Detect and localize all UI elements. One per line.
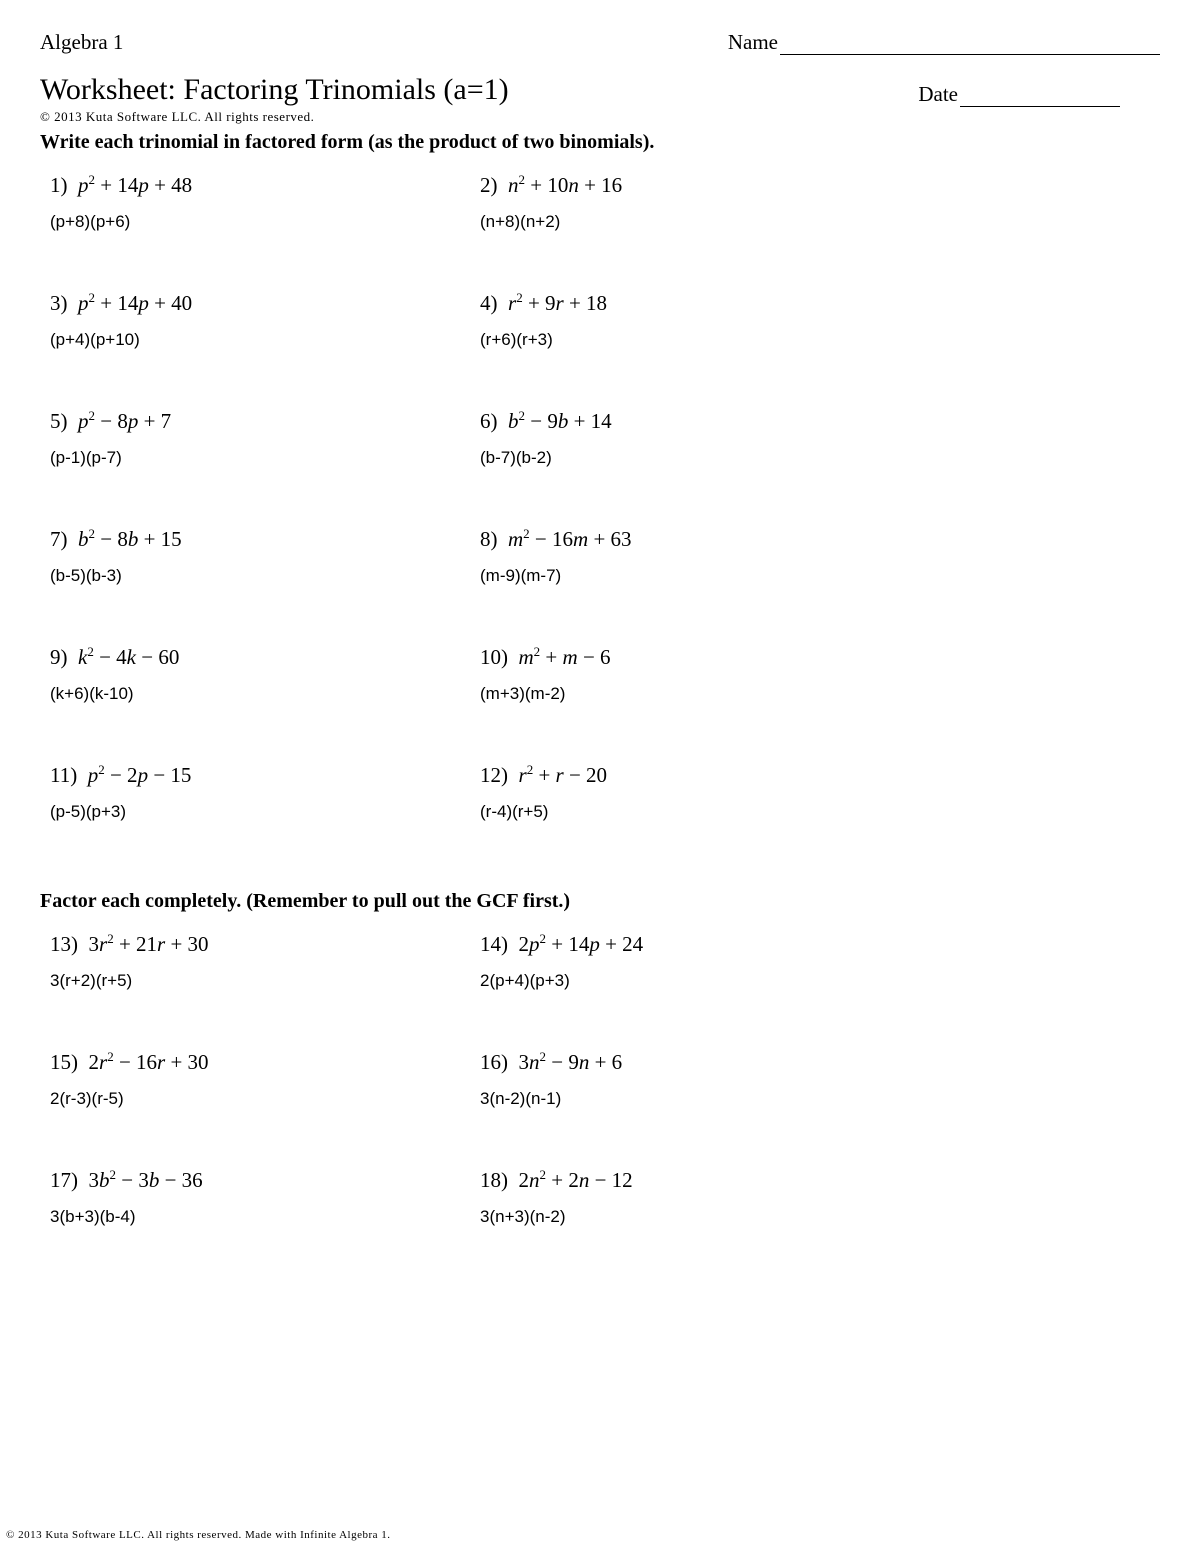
problem-expression: 11) p2 − 2p − 15 [50, 762, 470, 788]
problem-answer: (m+3)(m-2) [480, 684, 900, 704]
problem-expression: 9) k2 − 4k − 60 [50, 644, 470, 670]
problem: 7) b2 − 8b + 15 (b-5)(b-3) [50, 526, 470, 586]
problem: 13) 3r2 + 21r + 30 3(r+2)(r+5) [50, 931, 470, 991]
problem-expression: 6) b2 − 9b + 14 [480, 408, 900, 434]
problem-answer: (p+4)(p+10) [50, 330, 470, 350]
problems-section-2: 13) 3r2 + 21r + 30 3(r+2)(r+5) 14) 2p2 + 1… [50, 931, 1160, 1285]
problem-answer: 3(n+3)(n-2) [480, 1207, 900, 1227]
problem: 11) p2 − 2p − 15 (p-5)(p+3) [50, 762, 470, 822]
problem-expression: 8) m2 − 16m + 63 [480, 526, 900, 552]
problem-expression: 3) p2 + 14p + 40 [50, 290, 470, 316]
course-label: Algebra 1 [40, 30, 123, 55]
name-label: Name [728, 30, 778, 55]
problem: 17) 3b2 − 3b − 36 3(b+3)(b-4) [50, 1167, 470, 1227]
problem: 18) 2n2 + 2n − 12 3(n+3)(n-2) [480, 1167, 900, 1227]
problem-answer: (m-9)(m-7) [480, 566, 900, 586]
problem-answer: (b-5)(b-3) [50, 566, 470, 586]
problem: 6) b2 − 9b + 14 (b-7)(b-2) [480, 408, 900, 468]
problem: 5) p2 − 8p + 7 (p-1)(p-7) [50, 408, 470, 468]
problem: 1) p2 + 14p + 48 (p+8)(p+6) [50, 172, 470, 232]
date-line[interactable] [960, 106, 1120, 107]
problem: 4) r2 + 9r + 18 (r+6)(r+3) [480, 290, 900, 350]
problem-answer: (r-4)(r+5) [480, 802, 900, 822]
date-label: Date [918, 82, 958, 107]
problems-section-1: 1) p2 + 14p + 48 (p+8)(p+6) 2) n2 + 10n + … [50, 172, 1160, 880]
problem: 9) k2 − 4k − 60 (k+6)(k-10) [50, 644, 470, 704]
problem-expression: 18) 2n2 + 2n − 12 [480, 1167, 900, 1193]
problem-answer: (r+6)(r+3) [480, 330, 900, 350]
problem-expression: 13) 3r2 + 21r + 30 [50, 931, 470, 957]
problem-expression: 14) 2p2 + 14p + 24 [480, 931, 900, 957]
problem: 10) m2 + m − 6 (m+3)(m-2) [480, 644, 900, 704]
problem-expression: 4) r2 + 9r + 18 [480, 290, 900, 316]
date-field: Date [918, 82, 1120, 107]
problem: 15) 2r2 − 16r + 30 2(r-3)(r-5) [50, 1049, 470, 1109]
copyright-text: © 2013 Kuta Software LLC. All rights res… [40, 109, 1160, 125]
problem-expression: 16) 3n2 − 9n + 6 [480, 1049, 900, 1075]
footer-text: © 2013 Kuta Software LLC. All rights res… [6, 1529, 391, 1541]
name-line[interactable] [780, 54, 1160, 55]
problem: 14) 2p2 + 14p + 24 2(p+4)(p+3) [480, 931, 900, 991]
problem-expression: 1) p2 + 14p + 48 [50, 172, 470, 198]
problem-answer: 3(n-2)(n-1) [480, 1089, 900, 1109]
problem: 3) p2 + 14p + 40 (p+4)(p+10) [50, 290, 470, 350]
problem-answer: 2(p+4)(p+3) [480, 971, 900, 991]
problem-expression: 2) n2 + 10n + 16 [480, 172, 900, 198]
problem-answer: (b-7)(b-2) [480, 448, 900, 468]
problem: 16) 3n2 − 9n + 6 3(n-2)(n-1) [480, 1049, 900, 1109]
name-field: Name [728, 30, 1160, 55]
problem: 12) r2 + r − 20 (r-4)(r+5) [480, 762, 900, 822]
instruction-2: Factor each completely. (Remember to pul… [40, 890, 1160, 913]
problem-expression: 5) p2 − 8p + 7 [50, 408, 470, 434]
problem-answer: 3(r+2)(r+5) [50, 971, 470, 991]
problem-expression: 10) m2 + m − 6 [480, 644, 900, 670]
problem: 8) m2 − 16m + 63 (m-9)(m-7) [480, 526, 900, 586]
problem-expression: 17) 3b2 − 3b − 36 [50, 1167, 470, 1193]
problem-expression: 15) 2r2 − 16r + 30 [50, 1049, 470, 1075]
problem-answer: 2(r-3)(r-5) [50, 1089, 470, 1109]
problem-expression: 12) r2 + r − 20 [480, 762, 900, 788]
problem-answer: (n+8)(n+2) [480, 212, 900, 232]
problem-answer: (p-5)(p+3) [50, 802, 470, 822]
problem: 2) n2 + 10n + 16 (n+8)(n+2) [480, 172, 900, 232]
problem-answer: (k+6)(k-10) [50, 684, 470, 704]
worksheet-title: Worksheet: Factoring Trinomials (a=1) [40, 73, 509, 107]
problem-answer: 3(b+3)(b-4) [50, 1207, 470, 1227]
instruction-1: Write each trinomial in factored form (a… [40, 131, 1160, 154]
problem-expression: 7) b2 − 8b + 15 [50, 526, 470, 552]
problem-answer: (p-1)(p-7) [50, 448, 470, 468]
problem-answer: (p+8)(p+6) [50, 212, 470, 232]
